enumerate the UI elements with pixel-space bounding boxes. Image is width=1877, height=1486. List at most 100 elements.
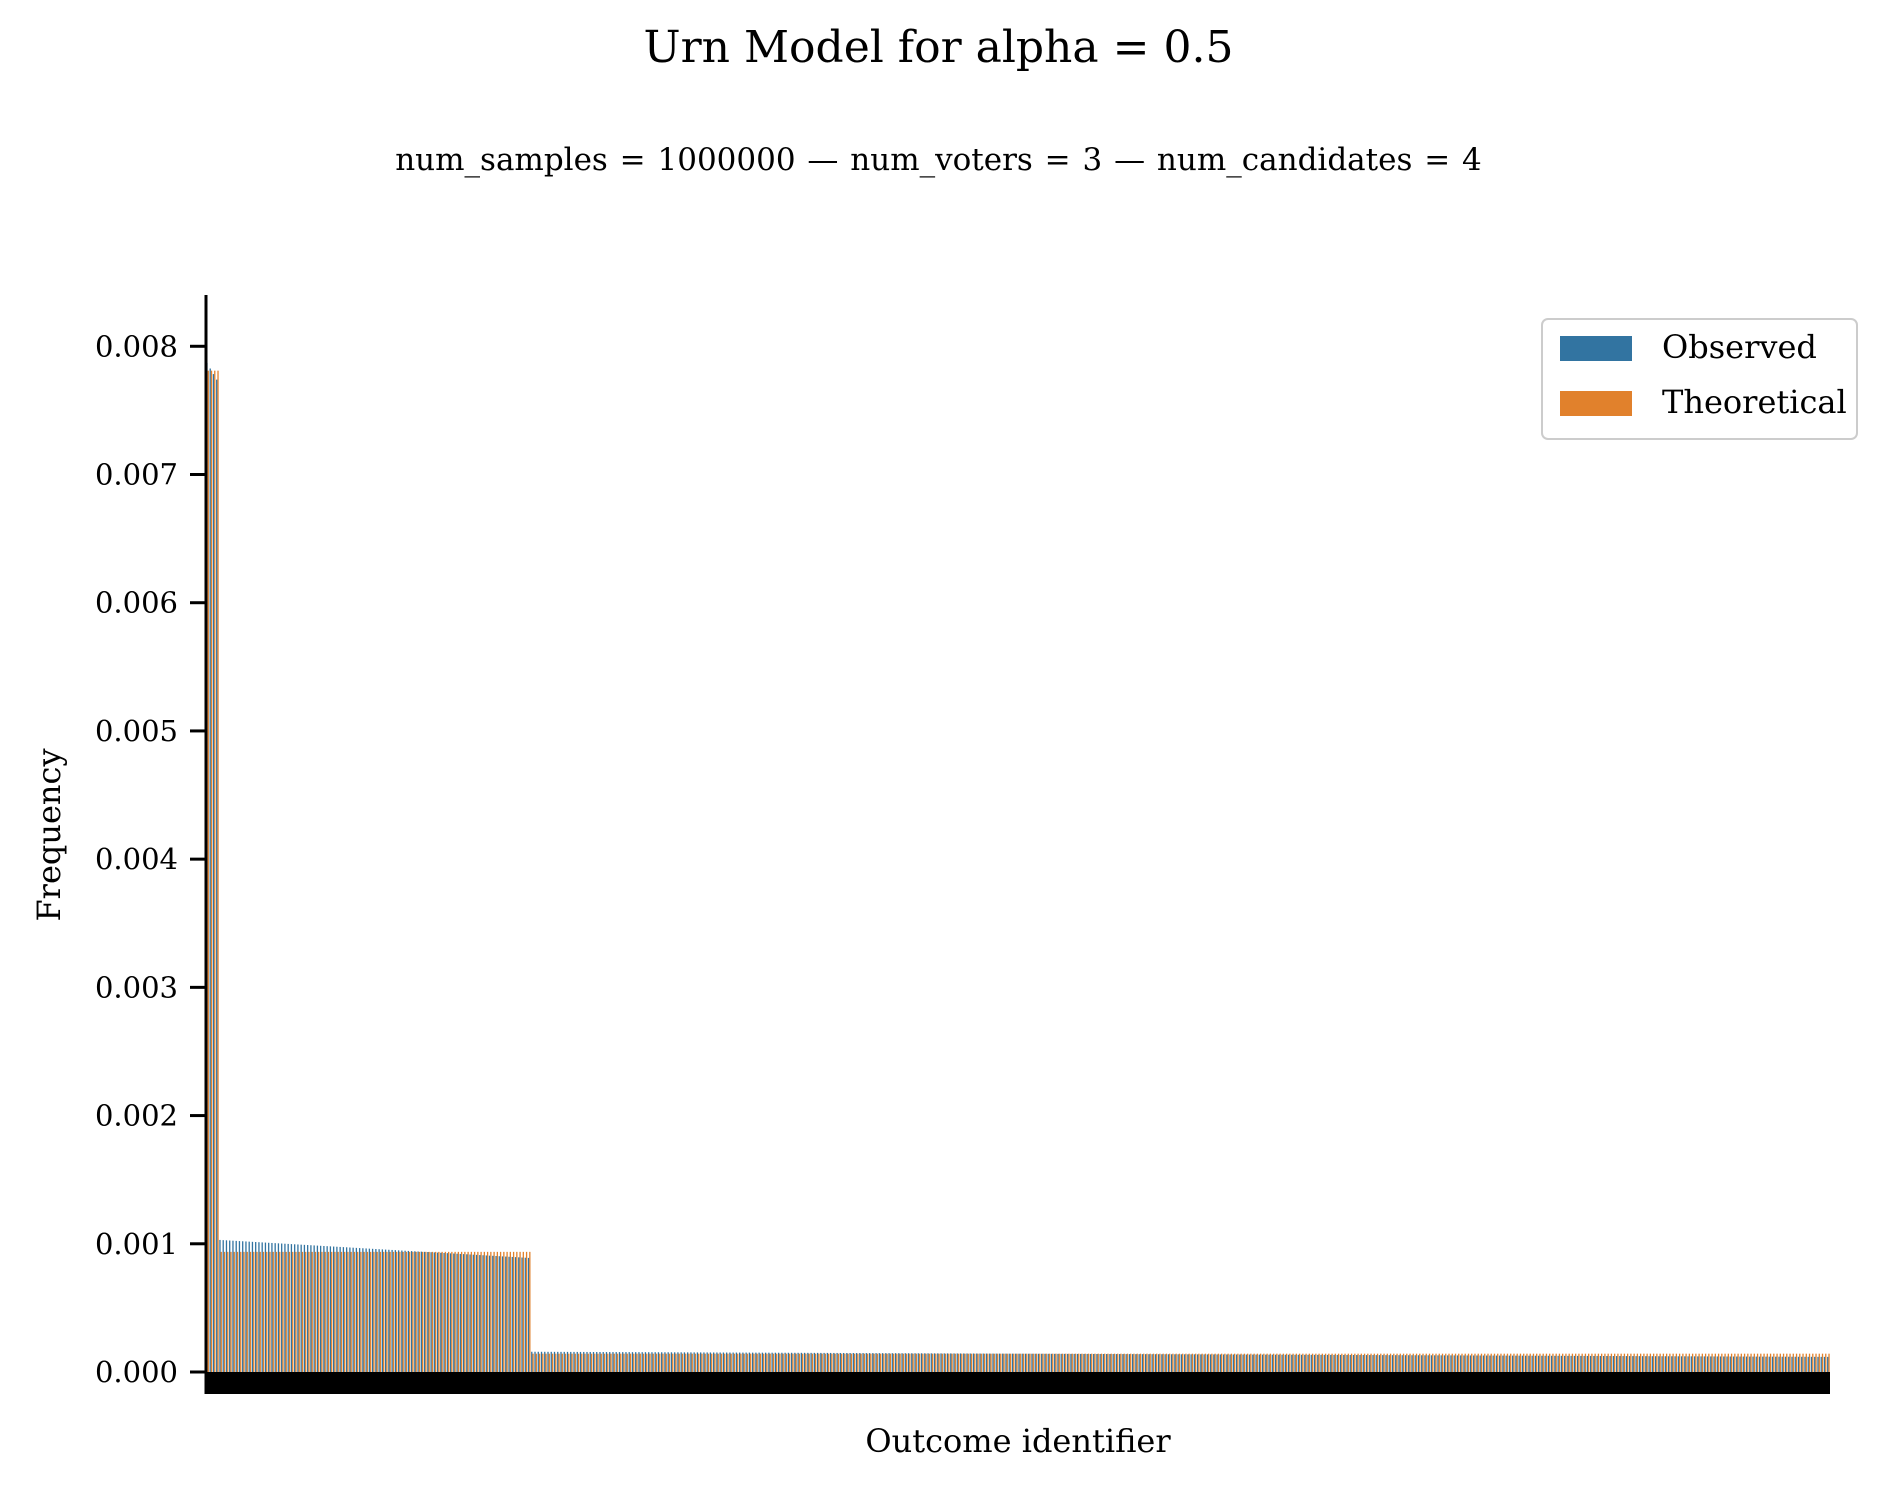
bar-observed <box>1421 1355 1423 1372</box>
bar-theoretical <box>1412 1353 1414 1372</box>
bar-observed <box>323 1245 325 1372</box>
bar-theoretical <box>600 1353 602 1372</box>
bar-theoretical <box>996 1353 999 1372</box>
bar-observed <box>469 1254 471 1372</box>
bar-theoretical <box>1123 1353 1125 1372</box>
bar-theoretical <box>831 1353 833 1372</box>
bar-observed <box>1391 1355 1394 1372</box>
bar-observed <box>544 1351 546 1372</box>
bar-observed <box>1388 1355 1390 1372</box>
bar-theoretical <box>1149 1353 1151 1372</box>
bar-theoretical <box>1084 1353 1086 1372</box>
bar-theoretical <box>1227 1353 1229 1372</box>
bar-theoretical <box>1350 1353 1353 1372</box>
bar-observed <box>492 1255 494 1372</box>
bar-observed <box>1801 1356 1803 1372</box>
bar-theoretical <box>629 1353 632 1372</box>
bar-observed <box>1099 1353 1101 1372</box>
bar-theoretical <box>941 1353 943 1372</box>
bar-theoretical <box>642 1353 645 1372</box>
bar-theoretical <box>1198 1353 1200 1372</box>
bar-theoretical <box>1805 1353 1807 1372</box>
bar-observed <box>553 1351 556 1372</box>
bar-theoretical <box>285 1251 287 1372</box>
bar-theoretical <box>883 1353 885 1372</box>
bar-theoretical <box>1464 1353 1466 1372</box>
bar-observed <box>1654 1356 1657 1372</box>
y-tick-label: 0.004 <box>95 842 178 876</box>
bar-observed <box>1518 1355 1520 1372</box>
bar-observed <box>524 1257 526 1372</box>
bar-theoretical <box>574 1353 576 1372</box>
bar-observed <box>1486 1355 1488 1372</box>
bar-observed <box>732 1352 734 1372</box>
bar-theoretical <box>373 1251 375 1372</box>
bar-observed <box>768 1352 770 1372</box>
bar-theoretical <box>1081 1353 1083 1372</box>
bar-observed <box>566 1351 569 1372</box>
bar-theoretical <box>1110 1353 1112 1372</box>
bar-observed <box>1427 1355 1429 1372</box>
bar-observed <box>1411 1355 1413 1372</box>
bar-theoretical <box>733 1353 736 1372</box>
chart-subtitle: num_samples = 1000000 — num_voters = 3 —… <box>395 142 1482 178</box>
bar-theoretical <box>409 1251 411 1372</box>
bar-observed <box>1648 1356 1650 1372</box>
bar-observed <box>1070 1353 1072 1372</box>
bar-theoretical <box>1376 1353 1379 1372</box>
bar-observed <box>1063 1353 1066 1372</box>
bar-theoretical <box>1178 1353 1181 1372</box>
bar-observed <box>1258 1354 1260 1372</box>
bar-observed <box>238 1241 241 1372</box>
bar-theoretical <box>1646 1353 1648 1372</box>
bar-observed <box>498 1256 500 1372</box>
bar-theoretical <box>811 1353 814 1372</box>
bar-observed <box>1645 1356 1647 1372</box>
bar-theoretical <box>1623 1353 1626 1372</box>
bar-observed <box>1317 1354 1319 1372</box>
bar-theoretical <box>1386 1353 1388 1372</box>
bar-observed <box>1096 1353 1098 1372</box>
bar-theoretical <box>1500 1353 1502 1372</box>
bar-theoretical <box>840 1353 843 1372</box>
bar-theoretical <box>1669 1353 1671 1372</box>
bar-theoretical <box>1282 1353 1285 1372</box>
bar-theoretical <box>564 1353 567 1372</box>
bar-observed <box>232 1240 234 1372</box>
bar-observed <box>300 1244 302 1372</box>
bar-observed <box>901 1353 903 1372</box>
bar-theoretical <box>821 1353 823 1372</box>
bar-observed <box>888 1353 890 1372</box>
bar-observed <box>1008 1353 1010 1372</box>
bar-observed <box>914 1353 916 1372</box>
bar-observed <box>1346 1354 1348 1372</box>
bar-observed <box>1125 1354 1127 1372</box>
bar-observed <box>803 1352 806 1372</box>
bar-theoretical <box>1584 1353 1587 1372</box>
bar-theoretical <box>879 1353 882 1372</box>
bar-observed <box>1768 1356 1770 1372</box>
legend-label-theoretical: Theoretical <box>1662 383 1847 421</box>
bar-theoretical <box>662 1353 664 1372</box>
bar-observed <box>371 1248 374 1372</box>
bar-theoretical <box>824 1353 827 1372</box>
bar-observed <box>933 1353 936 1372</box>
bar-theoretical <box>1360 1353 1362 1372</box>
bar-observed <box>1450 1355 1452 1372</box>
bar-theoretical <box>980 1353 982 1372</box>
bar-theoretical <box>1799 1353 1801 1372</box>
bar-theoretical <box>1117 1353 1119 1372</box>
bar-theoretical <box>763 1353 765 1372</box>
bar-observed <box>1226 1354 1228 1372</box>
bar-observed <box>1054 1353 1056 1372</box>
bar-observed <box>1706 1356 1709 1372</box>
bar-theoretical <box>1425 1353 1427 1372</box>
bar-theoretical <box>376 1251 378 1372</box>
bar-theoretical <box>607 1353 609 1372</box>
bar-theoretical <box>1432 1353 1434 1372</box>
bar-theoretical <box>1438 1353 1440 1372</box>
bar-theoretical <box>1516 1353 1518 1372</box>
bar-theoretical <box>1191 1353 1194 1372</box>
bar-observed <box>764 1352 767 1372</box>
bar-theoretical <box>616 1353 619 1372</box>
